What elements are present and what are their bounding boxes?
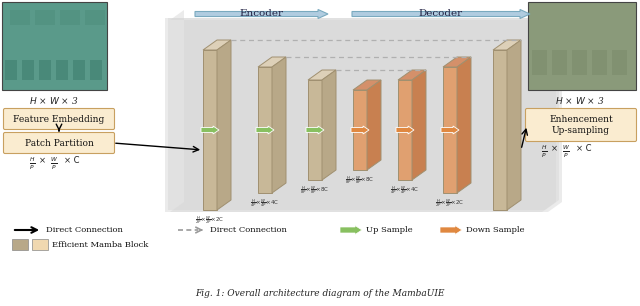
Polygon shape	[353, 80, 381, 90]
Polygon shape	[398, 80, 412, 180]
Polygon shape	[443, 57, 471, 67]
Text: Patch Partition: Patch Partition	[24, 139, 93, 147]
Bar	[532, 50, 547, 75]
Polygon shape	[493, 40, 521, 50]
Bar	[56, 60, 68, 80]
Bar	[35, 10, 55, 25]
Polygon shape	[443, 67, 457, 193]
Polygon shape	[170, 10, 556, 212]
Polygon shape	[412, 70, 426, 180]
Bar	[12, 239, 28, 250]
Bar	[572, 50, 587, 75]
Text: Efficient Mamba Block: Efficient Mamba Block	[52, 241, 148, 249]
Text: Enhencement
Up-sampling: Enhencement Up-sampling	[549, 115, 613, 135]
Bar	[10, 10, 30, 25]
Text: $\frac{W}{P}$: $\frac{W}{P}$	[562, 144, 570, 160]
Polygon shape	[195, 9, 328, 18]
Polygon shape	[353, 90, 367, 170]
Bar	[528, 2, 636, 90]
Text: $H$ × $W$ × 3: $H$ × $W$ × 3	[29, 95, 79, 106]
Bar	[39, 60, 51, 80]
Text: × C: × C	[576, 144, 591, 153]
Bar	[552, 50, 567, 75]
Polygon shape	[258, 57, 286, 67]
Text: Encoder: Encoder	[239, 9, 284, 18]
FancyArrow shape	[396, 126, 414, 134]
Text: $\frac{H}{4P}$×$\frac{W}{4P}$×4C: $\frac{H}{4P}$×$\frac{W}{4P}$×4C	[250, 197, 280, 209]
Polygon shape	[398, 70, 426, 80]
Bar	[2, 2, 107, 90]
Polygon shape	[168, 8, 559, 210]
Polygon shape	[308, 80, 322, 180]
Text: Feature Embedding: Feature Embedding	[13, 114, 104, 124]
Polygon shape	[203, 50, 217, 210]
FancyArrow shape	[256, 126, 274, 134]
Polygon shape	[203, 40, 231, 50]
Text: $\frac{H}{2P}$×$\frac{W}{2P}$×2C: $\frac{H}{2P}$×$\frac{W}{2P}$×2C	[195, 214, 225, 226]
Text: Direct Connection: Direct Connection	[46, 226, 123, 234]
Bar	[60, 10, 80, 25]
Bar	[612, 50, 627, 75]
FancyArrow shape	[306, 126, 324, 134]
FancyBboxPatch shape	[525, 109, 637, 141]
Polygon shape	[272, 57, 286, 193]
Polygon shape	[457, 57, 471, 193]
Bar	[73, 60, 85, 80]
FancyArrow shape	[340, 226, 362, 234]
Polygon shape	[493, 50, 507, 210]
Bar	[22, 60, 34, 80]
FancyArrow shape	[441, 126, 459, 134]
Text: $\frac{H}{2P}$×$\frac{W}{2P}$×2C: $\frac{H}{2P}$×$\frac{W}{2P}$×2C	[435, 197, 465, 209]
Text: $\frac{H}{P}$: $\frac{H}{P}$	[541, 144, 547, 160]
Polygon shape	[322, 70, 336, 180]
Polygon shape	[217, 40, 231, 210]
Polygon shape	[165, 8, 562, 212]
FancyArrow shape	[351, 126, 369, 134]
Text: $\frac{H}{8P}$×$\frac{W}{8P}$×8C: $\frac{H}{8P}$×$\frac{W}{8P}$×8C	[346, 174, 374, 186]
Text: Direct Connection: Direct Connection	[210, 226, 287, 234]
Polygon shape	[352, 9, 530, 18]
Text: $\frac{H}{4P}$×$\frac{W}{4P}$×4C: $\frac{H}{4P}$×$\frac{W}{4P}$×4C	[390, 184, 420, 196]
Text: × C: × C	[64, 156, 79, 165]
Polygon shape	[308, 70, 336, 80]
FancyArrow shape	[440, 226, 462, 234]
Bar	[32, 239, 48, 250]
Text: $\frac{W}{P}$: $\frac{W}{P}$	[50, 156, 58, 172]
Text: ×: ×	[38, 156, 45, 165]
Text: $\frac{H}{8P}$×$\frac{W}{8P}$×8C: $\frac{H}{8P}$×$\frac{W}{8P}$×8C	[300, 184, 330, 196]
FancyBboxPatch shape	[3, 132, 115, 154]
Text: $\frac{H}{P}$: $\frac{H}{P}$	[29, 156, 35, 172]
FancyBboxPatch shape	[3, 109, 115, 129]
Text: ×: ×	[550, 144, 557, 153]
Polygon shape	[507, 40, 521, 210]
Bar	[90, 60, 102, 80]
Bar	[592, 50, 607, 75]
Bar	[5, 60, 17, 80]
Polygon shape	[258, 67, 272, 193]
FancyArrow shape	[201, 126, 219, 134]
Text: $H$ × $W$ × 3: $H$ × $W$ × 3	[556, 95, 605, 106]
Polygon shape	[367, 80, 381, 170]
Bar	[85, 10, 105, 25]
Text: Fig. 1: Overall architecture diagram of the MambaUIE: Fig. 1: Overall architecture diagram of …	[195, 289, 445, 298]
Text: Up Sample: Up Sample	[366, 226, 413, 234]
Text: Down Sample: Down Sample	[466, 226, 525, 234]
Text: Decoder: Decoder	[419, 9, 463, 18]
